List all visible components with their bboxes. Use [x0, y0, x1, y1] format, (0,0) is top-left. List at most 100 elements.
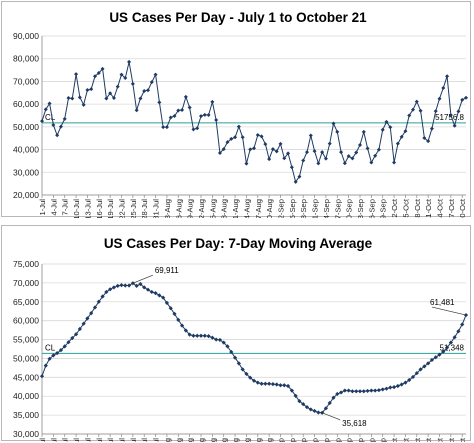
data-point	[123, 76, 128, 81]
data-point	[176, 108, 181, 113]
data-point	[452, 123, 457, 128]
data-point	[410, 374, 416, 380]
y-tick-label: 30,000	[13, 167, 39, 177]
x-tick-label: 8-Oct	[413, 198, 422, 217]
data-point	[77, 95, 82, 100]
chart-moving-average: US Cases Per Day: 7-Day Moving Average 30…	[1, 225, 471, 442]
data-point	[206, 334, 211, 339]
x-tick-label: 27-Aug	[254, 199, 263, 218]
data-point	[259, 134, 264, 139]
data-point	[225, 140, 230, 145]
y-tick-label: 60,000	[13, 316, 39, 326]
data-point	[376, 388, 382, 393]
x-tick-label: 9-Aug	[186, 438, 195, 442]
data-point	[127, 59, 132, 64]
data-point	[429, 357, 435, 363]
data-point	[58, 348, 64, 353]
x-tick-label: 17-Oct	[447, 437, 456, 442]
data-point	[373, 388, 378, 393]
x-tick-label: 20-Sep	[345, 438, 354, 442]
x-tick-label: 15-Aug	[208, 199, 217, 218]
data-point	[157, 100, 162, 105]
y-tick-label: 50,000	[13, 122, 39, 132]
x-tick-label: 18-Aug	[220, 199, 229, 218]
y-tick-label: 65,000	[13, 297, 39, 307]
data-point	[293, 393, 298, 398]
data-point	[214, 337, 219, 342]
moving-average-svg: US Cases Per Day: 7-Day Moving Average 30…	[13, 236, 469, 442]
data-point	[350, 156, 355, 161]
data-point	[278, 141, 283, 146]
x-tick-label: 19-Jul	[106, 438, 115, 442]
x-tick-label: 13-Jul	[83, 438, 92, 442]
x-tick-label: 6-Aug	[174, 438, 183, 442]
chart-title: US Cases Per Day - July 1 to October 21	[109, 10, 367, 25]
x-tick-label: 7-Jul	[61, 199, 70, 216]
data-point	[73, 332, 79, 337]
data-point	[119, 72, 124, 77]
data-point	[365, 146, 370, 151]
data-point	[391, 385, 397, 390]
x-tick-label: 5-Oct	[401, 198, 410, 217]
data-point	[285, 383, 291, 389]
data-point	[96, 71, 101, 76]
data-point	[342, 161, 347, 166]
data-point	[43, 363, 48, 368]
data-point	[252, 146, 256, 151]
data-point	[259, 381, 264, 386]
y-tick-label: 45,000	[13, 372, 39, 382]
data-point	[312, 408, 317, 414]
y-tick-label: 75,000	[13, 259, 39, 269]
data-point	[202, 333, 207, 338]
data-point	[100, 294, 105, 299]
x-tick-label: 14-Sep	[322, 199, 331, 218]
data-point	[202, 112, 207, 117]
x-tick-label: 22-Jul	[118, 438, 127, 442]
x-tick-label: 2-Oct	[390, 198, 399, 217]
data-point	[388, 385, 393, 390]
y-tick-label: 20,000	[13, 190, 39, 200]
data-point	[452, 335, 457, 340]
data-point	[168, 115, 173, 120]
x-tick-label: 2-Sep	[277, 199, 286, 218]
x-tick-label: 3-Aug	[163, 438, 172, 442]
data-point	[187, 105, 192, 110]
x-tick-label: 12-Aug	[197, 199, 206, 218]
data-point	[104, 96, 109, 101]
x-tick-label: 21-Aug	[231, 438, 240, 442]
data-point	[350, 389, 355, 394]
data-point	[180, 108, 185, 113]
x-tick-label: 17-Sep	[333, 199, 342, 218]
data-point	[384, 119, 389, 124]
x-tick-label: 13-Jul	[83, 199, 92, 218]
data-point	[346, 154, 351, 159]
x-tick-label: 14-Oct	[436, 198, 445, 218]
data-point	[183, 94, 188, 99]
x-tick-label: 18-Aug	[220, 438, 229, 442]
series-line	[41, 282, 467, 414]
data-point	[198, 333, 204, 338]
data-point	[93, 74, 97, 79]
data-point	[448, 340, 453, 345]
y-tick-label: 40,000	[13, 391, 39, 401]
data-point	[308, 407, 313, 412]
data-point	[153, 72, 158, 77]
x-tick-label: 3-Aug	[163, 199, 172, 218]
data-point	[236, 124, 241, 129]
data-point	[146, 88, 150, 93]
data-point	[460, 322, 465, 327]
data-point	[342, 388, 347, 393]
data-point	[251, 378, 257, 383]
data-point	[380, 387, 385, 392]
data-point	[195, 126, 200, 131]
data-point	[195, 333, 200, 338]
annotation-label: 61,481	[430, 298, 455, 307]
data-point	[255, 380, 260, 385]
data-point	[456, 329, 461, 334]
data-point	[376, 147, 381, 152]
x-tick-label: 9-Aug	[186, 199, 195, 218]
x-tick-label: 17-Oct	[447, 198, 456, 218]
data-point	[111, 285, 117, 290]
data-point	[274, 382, 279, 387]
x-tick-label: 6-Aug	[174, 199, 183, 218]
